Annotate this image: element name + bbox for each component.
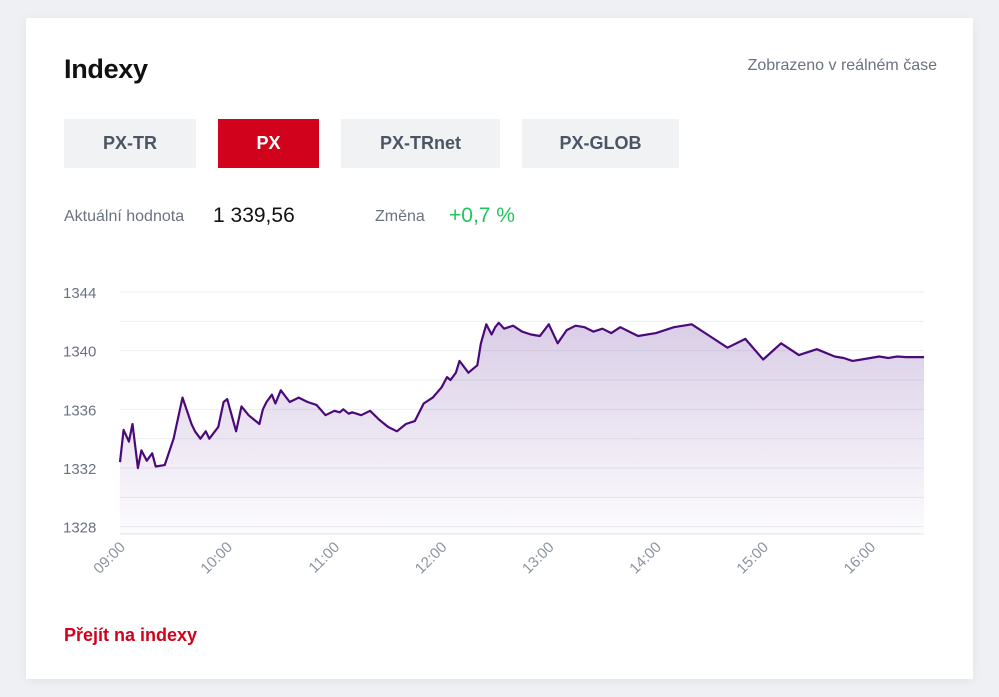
tab-px-tr[interactable]: PX-TR <box>64 119 196 168</box>
y-tick-label: 1344 <box>63 285 96 302</box>
page-title: Indexy <box>64 54 148 84</box>
chart-area <box>120 322 924 534</box>
indices-card: Indexy Zobrazeno v reálném čase PX-TR PX… <box>26 18 973 679</box>
x-tick-label: 09:00 <box>90 539 129 578</box>
y-tick-label: 1336 <box>63 402 96 419</box>
y-tick-label: 1340 <box>63 344 96 361</box>
tab-px-trnet[interactable]: PX-TRnet <box>341 119 500 168</box>
x-tick-label: 14:00 <box>626 539 665 578</box>
go-to-indices-link[interactable]: Přejít na indexy <box>64 625 198 645</box>
index-chart: 1344 1340 1336 1332 1328 09:00 10:00 11:00 12:0… <box>63 285 924 578</box>
tab-px[interactable]: PX <box>218 119 319 168</box>
x-tick-label: 15:00 <box>733 539 772 578</box>
change-value: +0,7 % <box>449 204 515 227</box>
x-tick-label: 10:00 <box>197 539 236 578</box>
y-axis: 1344 1340 1336 1332 1328 <box>63 285 96 537</box>
x-axis: 09:00 10:00 11:00 12:00 13:00 14:00 15:00 16:00 <box>90 539 879 578</box>
x-tick-label: 13:00 <box>519 539 558 578</box>
y-tick-label: 1332 <box>63 461 96 478</box>
x-tick-label: 12:00 <box>412 539 451 578</box>
y-tick-label: 1328 <box>63 520 96 537</box>
realtime-note: Zobrazeno v reálném čase <box>747 57 937 74</box>
tab-px-glob[interactable]: PX-GLOB <box>522 119 679 168</box>
x-tick-label: 11:00 <box>305 539 343 577</box>
current-value-label: Aktuální hodnota <box>64 208 185 225</box>
current-value: 1 339,56 <box>213 204 295 227</box>
change-label: Změna <box>375 208 425 225</box>
x-tick-label: 16:00 <box>841 539 880 578</box>
chart-series-line <box>118 321 924 470</box>
